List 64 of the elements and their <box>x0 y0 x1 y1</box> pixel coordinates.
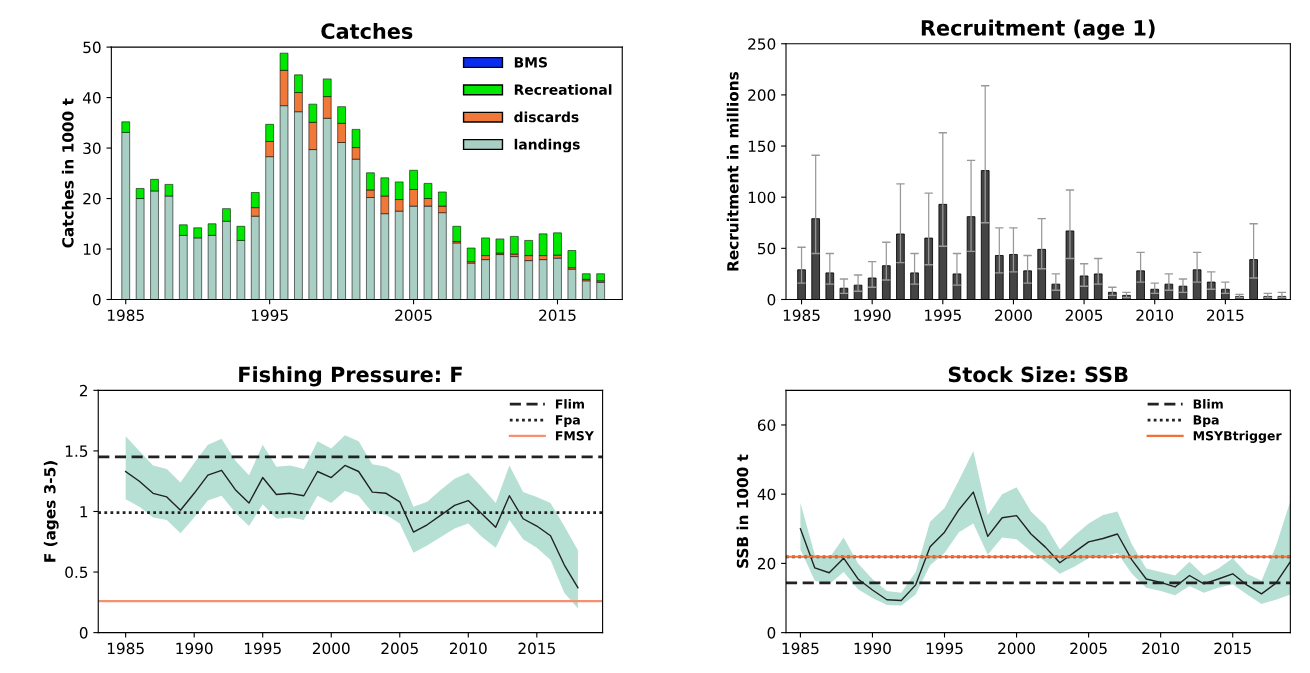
y-tick-label: 1 <box>80 506 88 518</box>
y-tick-label: 150 <box>748 140 776 153</box>
legend-label: BMS <box>514 57 547 68</box>
x-tick-label: 2015 <box>539 309 576 322</box>
y-tick-label: 200 <box>748 89 776 101</box>
y-axis-title: F (ages 3-5) <box>43 461 59 562</box>
x-tick-label: 1995 <box>244 642 281 655</box>
legend-label: FMSY <box>555 431 594 441</box>
legend-label: Blim <box>1193 399 1223 409</box>
y-tick-label: 20 <box>757 557 776 570</box>
x-tick-label: 1985 <box>107 309 144 322</box>
x-tick-label: 1995 <box>925 309 961 322</box>
x-tick-label: 2010 <box>449 642 487 655</box>
y-tick-label: 2 <box>79 384 87 397</box>
chart-title: Recruitment (age 1) <box>921 19 1155 40</box>
x-tick-label: 2015 <box>1207 309 1244 322</box>
y-tick-label: 50 <box>758 242 776 255</box>
y-tick-label: 40 <box>82 92 101 104</box>
x-tick-label: 2000 <box>995 309 1032 322</box>
y-tick-label: 0 <box>79 627 88 639</box>
y-axis-title: Catches in 1000 t <box>61 98 74 248</box>
legend-label: Recreational <box>514 84 612 95</box>
legend-label: landings <box>514 138 580 153</box>
y-tick-label: 60 <box>757 419 776 431</box>
y-tick-label: 250 <box>748 38 776 50</box>
legend-label: MSYBtrigger <box>1193 430 1282 443</box>
x-tick-label: 2000 <box>998 642 1035 655</box>
x-tick-label: 1990 <box>854 642 891 655</box>
y-tick-label: 0 <box>767 293 776 306</box>
x-tick-label: 1985 <box>782 642 819 655</box>
x-tick-label: 1995 <box>251 309 288 322</box>
y-tick-label: 20 <box>83 193 101 205</box>
x-tick-label: 1990 <box>176 642 213 655</box>
y-tick-label: 1.5 <box>65 445 88 457</box>
y-axis-title: Recruitment in millions <box>726 72 739 271</box>
y-tick-label: 0.5 <box>65 566 88 579</box>
x-tick-label: 1985 <box>107 642 144 655</box>
y-axis-title: SSB in 1000 t <box>736 454 749 568</box>
chart-title: Fishing Pressure: F <box>239 366 462 387</box>
x-tick-label: 1995 <box>926 642 963 655</box>
x-tick-label: 2015 <box>1214 642 1251 655</box>
y-tick-label: 0 <box>767 627 776 639</box>
x-tick-label: 1985 <box>783 309 820 322</box>
x-tick-label: 2010 <box>1136 309 1174 322</box>
x-tick-label: 2000 <box>312 642 350 655</box>
x-tick-label: 2005 <box>381 642 418 655</box>
x-tick-label: 2005 <box>1065 309 1103 322</box>
chart-title: Stock Size: SSB <box>948 366 1128 383</box>
x-tick-label: 2010 <box>1142 642 1180 655</box>
legend-label: Flim <box>555 399 584 409</box>
x-tick-label: 2005 <box>1070 642 1107 655</box>
y-tick-label: 100 <box>748 191 776 204</box>
y-tick-label: 50 <box>83 41 101 54</box>
y-tick-label: 0 <box>92 293 101 306</box>
chart-title: Catches <box>321 22 413 40</box>
legend-label: Bpa <box>1193 415 1219 428</box>
y-tick-label: 10 <box>83 243 101 256</box>
x-tick-label: 1990 <box>854 309 891 322</box>
x-tick-label: 2015 <box>518 642 555 655</box>
y-tick-label: 30 <box>83 142 101 155</box>
x-tick-label: 2005 <box>395 309 432 322</box>
y-tick-label: 40 <box>757 488 776 501</box>
legend-label: Fpa <box>555 415 580 428</box>
legend-label: discards <box>514 111 579 123</box>
